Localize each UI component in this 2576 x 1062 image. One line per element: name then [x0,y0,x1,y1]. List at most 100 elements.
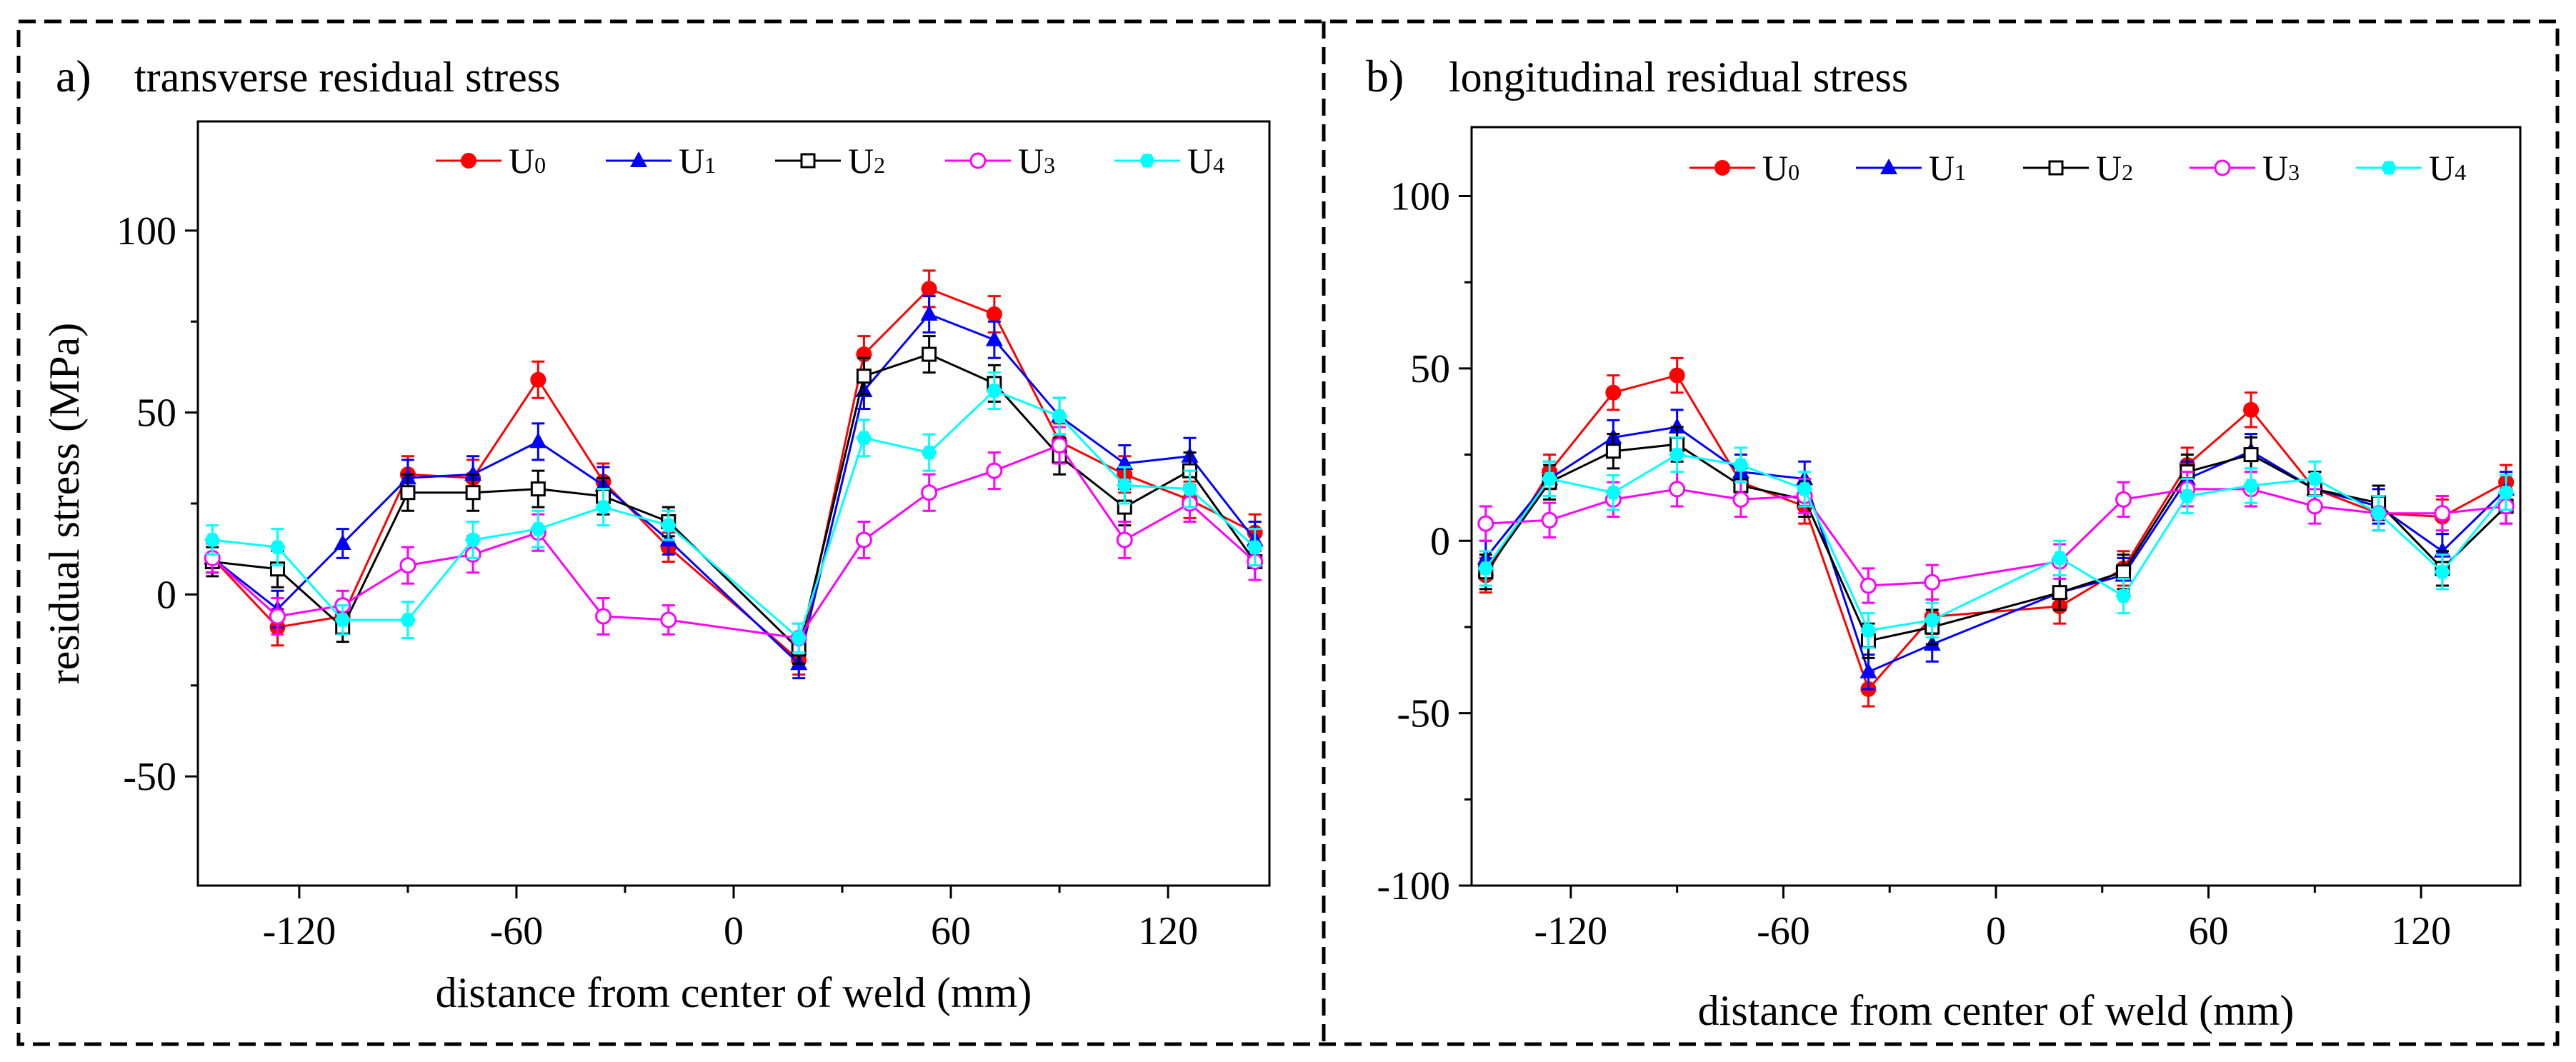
data-point [1859,662,1877,678]
x-tick-label: 60 [2189,909,2229,953]
data-point [986,384,1002,398]
data-point [921,281,937,297]
data-point [334,613,351,627]
data-point [465,533,481,547]
tick-group: -120 -60 0 60 120 -100 -50 0 50 100 [1377,175,2451,953]
legend-label: U3 [2262,148,2300,188]
legend-label: U1 [1929,148,1966,188]
data-point [2243,401,2260,418]
x-tick-label: 0 [1986,909,2006,953]
data-point [1860,623,1877,638]
legend-label: U2 [848,141,885,181]
data-point [530,481,546,497]
data-point [1116,531,1133,548]
legend-marker [2381,161,2397,175]
data-point [1669,448,1685,462]
legend-label: U1 [679,141,716,181]
series-U1 [1477,409,2515,691]
x-axis-label: distance from center of weld (mm) [1698,987,2295,1034]
series-U2 [204,335,1263,665]
panel-a: a) transverse residual stress -120 -60 0 60… [41,51,1271,1016]
legend-marker [630,151,647,167]
x-tick-label: 60 [931,909,971,953]
series-line [211,287,1256,662]
data-point [529,432,547,449]
data-point [399,557,416,574]
data-point [1605,384,1622,401]
series-U2 [1478,426,2514,659]
series-U3 [1477,471,2515,604]
data-point [660,519,677,533]
legend-item-U0: U0 [436,141,546,181]
data-point [269,608,286,625]
data-point [1116,454,1134,470]
data-point [1541,511,1558,529]
legend-label: U0 [1762,148,1799,188]
panel-b-title: longitudinal residual stress [1449,54,1908,101]
data-point [921,484,938,501]
data-point [855,531,872,548]
series-group [1477,356,2515,708]
data-point [660,611,677,628]
data-point [791,631,807,646]
data-point [1924,573,1941,591]
series-line [211,444,1256,640]
y-tick-label: -100 [1377,864,1450,908]
legend-item-U4: U4 [1114,141,1224,181]
data-point [986,306,1002,323]
series-U0 [204,269,1263,676]
data-point [1859,577,1877,594]
panel-b-label: b) [1366,51,1404,101]
x-tick-label: -60 [1757,909,1810,953]
legend-item-U2: U2 [775,141,885,181]
data-point [920,305,938,321]
data-point [1732,458,1749,472]
data-point [986,462,1003,479]
data-point [1477,561,1494,576]
y-tick-label: 100 [116,209,176,254]
series-line [1484,374,2507,691]
legend-marker [1714,160,1730,176]
y-tick-label: 100 [1390,175,1450,219]
series-U4 [204,371,1263,654]
data-point [1605,486,1622,500]
y-axis-label: residual stress (MPa) [41,323,88,685]
data-point [2116,564,2132,580]
legend-item-U1: U1 [1856,148,1966,188]
legend-item-U4: U4 [2356,148,2466,188]
data-point [1669,481,1686,498]
data-point [2306,498,2323,515]
legend: U0 U1 U2 U3 U4 [1689,148,2466,188]
data-point [856,431,872,445]
series-line [1484,426,2507,673]
data-point [1477,515,1494,532]
data-point [399,613,416,627]
x-tick-label: -120 [263,909,336,953]
data-point [1542,471,1558,486]
legend-label: U4 [1187,141,1224,181]
legend-item-U3: U3 [945,141,1055,181]
legend-label: U3 [1018,141,1055,181]
legend-item-U2: U2 [2023,148,2133,188]
data-point [1669,367,1685,384]
series-line [212,389,1256,641]
legend-marker [1880,159,1897,174]
data-point [2243,447,2259,463]
data-point [922,346,937,362]
data-point [1924,613,1940,627]
data-point [985,330,1003,346]
x-tick-label: -60 [490,909,544,953]
series-line [1485,488,2507,587]
figure-frame [16,19,2560,1046]
panel-a-label: a) [56,51,91,101]
y-tick-label: 50 [136,391,176,436]
legend-label: U4 [2429,148,2466,188]
legend-marker [2214,159,2231,176]
data-point [400,485,416,501]
data-point [2179,489,2195,503]
panel-a-title: transverse residual stress [134,54,560,101]
legend: U0 U1 U2 U3 U4 [436,141,1224,181]
data-point [2434,565,2450,579]
data-point [2115,589,2132,603]
data-point [465,485,481,501]
